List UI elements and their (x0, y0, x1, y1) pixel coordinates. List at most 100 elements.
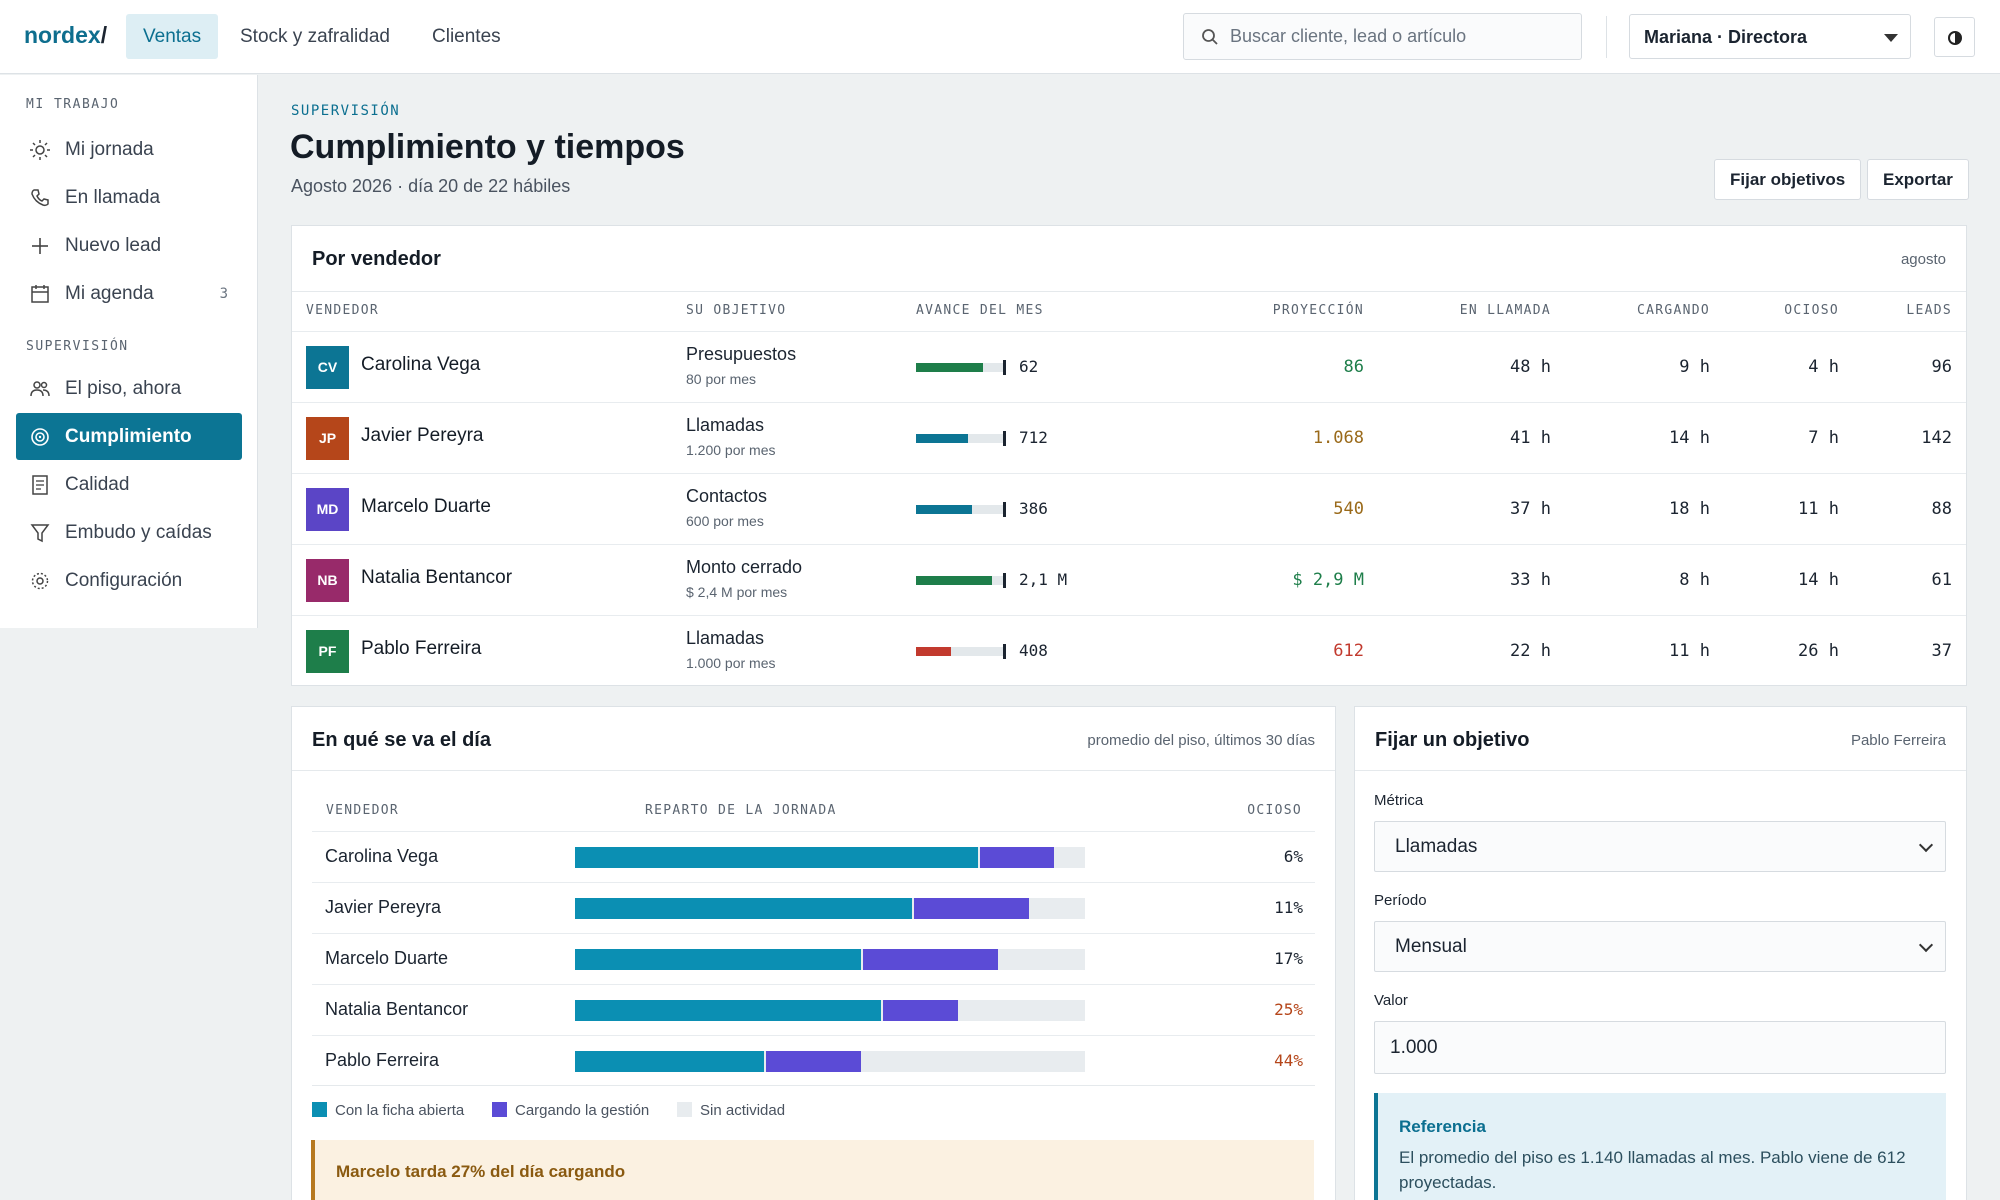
vendor-name: Javier Pereyra (325, 897, 442, 917)
set-goals-button[interactable]: Fijar objetivos (1714, 159, 1862, 200)
target-marker (1003, 573, 1006, 588)
objective-name: Contactos (686, 486, 768, 506)
avatar: CV (306, 346, 349, 389)
idle-percent: 17% (1274, 949, 1303, 968)
sidebar-item-cumplimiento[interactable]: Cumplimiento (16, 413, 242, 460)
segment-open (575, 949, 861, 970)
funnel-icon (30, 524, 50, 543)
card-title: En qué se va el día (312, 729, 491, 751)
target-marker (1003, 431, 1006, 446)
day-row: Natalia Bentancor 25% (312, 984, 1315, 1035)
legend-swatch (677, 1102, 692, 1117)
theme-toggle-button[interactable] (1934, 17, 1975, 57)
day-row: Pablo Ferreira 44% (312, 1035, 1315, 1086)
progress-fill (916, 576, 993, 585)
vendor-row[interactable]: NB Natalia Bentancor Monto cerrado $ 2,4… (292, 544, 1966, 614)
segment-open (575, 1051, 764, 1072)
search-input[interactable] (1230, 14, 1570, 59)
search-box[interactable] (1183, 13, 1582, 60)
stacked-bar (575, 949, 1085, 970)
vendor-row[interactable]: CV Carolina Vega Presupuestos 80 por mes… (292, 331, 1966, 401)
chevron-down-icon (1918, 937, 1934, 953)
plus-icon (32, 238, 48, 254)
progress-fill (916, 505, 972, 514)
sidebar-item-configuracion[interactable]: Configuración (16, 557, 242, 604)
segment-loading (913, 898, 1029, 919)
sidebar-item-label: Configuración (65, 570, 183, 591)
tab-clientes[interactable]: Clientes (432, 26, 501, 47)
leads-value: 37 (1931, 641, 1952, 661)
segment-open (575, 1000, 881, 1021)
contrast-icon (1948, 31, 1962, 45)
sidebar-item-calidad[interactable]: Calidad (16, 461, 242, 508)
loading-time-value: 18 h (1669, 499, 1710, 519)
vendor-name: Pablo Ferreira (361, 638, 482, 659)
sidebar-item-en-llamada[interactable]: En llamada (16, 174, 242, 221)
sidebar-item-mi-jornada[interactable]: Mi jornada (16, 126, 242, 173)
reference-box: Referencia El promedio del piso es 1.140… (1374, 1093, 1946, 1200)
day-row: Javier Pereyra 11% (312, 882, 1315, 933)
metric-select[interactable]: Llamadas (1374, 821, 1946, 872)
target-marker (1003, 644, 1006, 659)
divider (1355, 770, 1966, 771)
sidebar-item-mi-agenda[interactable]: Mi agenda 3 (16, 270, 242, 317)
logo[interactable]: nordex/ (24, 22, 107, 49)
card-note: agosto (1900, 251, 1946, 268)
stacked-bar (575, 898, 1085, 919)
leads-value: 88 (1931, 499, 1952, 519)
legend-swatch (312, 1102, 327, 1117)
objective-target: 1.200 por mes (686, 442, 776, 458)
objective-target: 1.000 por mes (686, 655, 776, 671)
progress-fill (916, 434, 968, 443)
chevron-down-icon (1918, 837, 1934, 853)
progress-bar (916, 573, 1006, 588)
idle-percent: 11% (1274, 898, 1303, 917)
divider (312, 1085, 1315, 1086)
vendor-name: Carolina Vega (361, 354, 481, 375)
idle-percent: 6% (1283, 847, 1303, 866)
idle-time-value: 26 h (1798, 641, 1839, 661)
page-subtitle: Agosto 2026 · día 20 de 22 hábiles (291, 176, 571, 196)
column-header: EN LLAMADA (1459, 303, 1551, 318)
projection-value: 1.068 (1312, 428, 1364, 448)
target-marker (1003, 502, 1006, 517)
column-header: PROYECCIÓN (1272, 303, 1364, 318)
user-select-value: Mariana · Directora (1644, 27, 1808, 47)
sidebar-item-nuevo-lead[interactable]: Nuevo lead (16, 222, 242, 269)
objective-name: Presupuestos (686, 344, 797, 364)
vendors-card: Por vendedor agosto VENDEDOR SU OBJETIVO… (291, 225, 1967, 686)
gear-icon (31, 572, 49, 590)
legend-label: Con la ficha abierta (335, 1102, 465, 1119)
sun-icon (30, 140, 50, 160)
vendor-name: Javier Pereyra (361, 425, 484, 446)
target-marker (1003, 360, 1006, 375)
period-select[interactable]: Mensual (1374, 921, 1946, 972)
sidebar-item-el-piso[interactable]: El piso, ahora (16, 365, 242, 412)
document-icon (32, 475, 48, 495)
page-title: Cumplimiento y tiempos (290, 128, 685, 166)
tab-ventas[interactable]: Ventas (126, 14, 219, 59)
period-select-value: Mensual (1395, 936, 1467, 957)
projection-value: 86 (1343, 357, 1364, 377)
sidebar-item-embudo[interactable]: Embudo y caídas (16, 509, 242, 556)
column-header: CARGANDO (1636, 303, 1710, 318)
progress-bar (916, 431, 1006, 446)
vendor-row[interactable]: MD Marcelo Duarte Contactos 600 por mes … (292, 473, 1966, 543)
vendor-row[interactable]: JP Javier Pereyra Llamadas 1.200 por mes… (292, 402, 1966, 472)
tab-stock[interactable]: Stock y zafralidad (240, 26, 390, 47)
column-header: VENDEDOR (326, 803, 400, 818)
search-icon (1202, 29, 1218, 45)
progress-value: 62 (1019, 357, 1039, 376)
vendor-name: Marcelo Duarte (361, 496, 491, 517)
loading-time-value: 14 h (1669, 428, 1710, 448)
sidebar-item-label: En llamada (65, 187, 161, 208)
sidebar-item-label: Embudo y caídas (65, 522, 212, 543)
vendor-row[interactable]: PF Pablo Ferreira Llamadas 1.000 por mes… (292, 615, 1966, 685)
stacked-bar (575, 847, 1085, 868)
value-input[interactable] (1374, 1021, 1946, 1074)
divider (1606, 16, 1607, 58)
loading-time-value: 8 h (1679, 570, 1710, 590)
user-select[interactable]: Mariana · Directora (1629, 14, 1911, 59)
target-icon (31, 428, 49, 446)
export-button[interactable]: Exportar (1867, 159, 1969, 200)
